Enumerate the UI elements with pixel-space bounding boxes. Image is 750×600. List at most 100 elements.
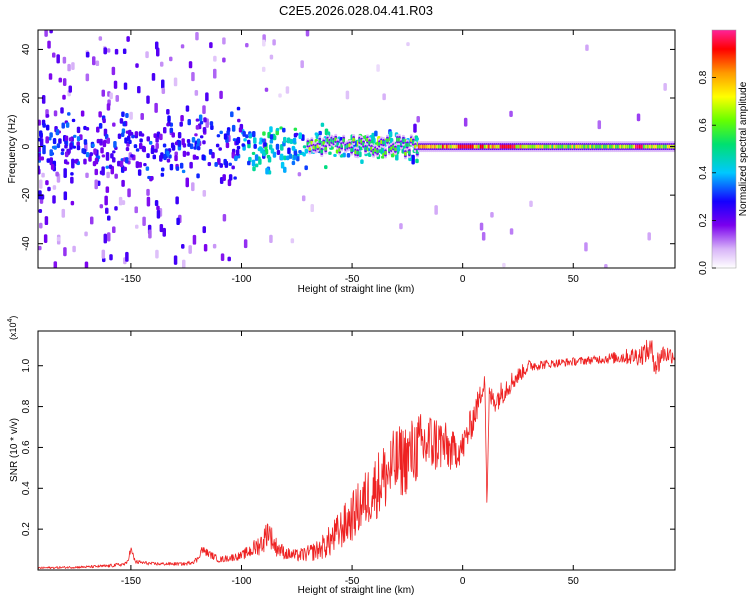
- spectrogram-cell: [94, 157, 99, 165]
- spectrogram-cell: [228, 162, 232, 166]
- spectrogram-cell: [94, 168, 99, 176]
- spectrogram-cell: [209, 121, 214, 126]
- spectrogram-cell: [143, 163, 147, 167]
- spectrogram-cell: [243, 239, 248, 249]
- spectrogram-cell: [105, 207, 109, 214]
- spectrogram-cell: [231, 165, 235, 170]
- spectrogram-cell: [275, 143, 280, 150]
- spectrogram-cell: [44, 216, 49, 226]
- spectrogram-cell: [222, 57, 226, 63]
- spectrogram-cell: [203, 244, 208, 252]
- spectrogram-cell: [61, 122, 65, 129]
- spectrogram-cell: [376, 64, 380, 72]
- spectrogram-cell: [135, 63, 139, 68]
- spectrogram-cell: [69, 142, 73, 148]
- spectrogram-y-tick-label: 0: [21, 143, 32, 149]
- spectrogram-cell: [219, 130, 223, 135]
- spectrogram-cell: [293, 150, 298, 157]
- spectrogram-cell: [49, 132, 53, 138]
- spectrogram-cell: [219, 90, 223, 99]
- spectrogram-cell: [72, 145, 77, 149]
- spectrogram-cell: [67, 112, 71, 116]
- spectrogram-cell: [364, 146, 367, 151]
- spectrogram-cell: [251, 151, 256, 155]
- spectrogram-cell: [61, 208, 66, 218]
- spectrogram-cell: [160, 167, 165, 172]
- spectrogram-cell: [384, 150, 387, 155]
- spectrogram-cell: [62, 78, 67, 87]
- spectrogram-cell: [85, 172, 89, 178]
- spectrogram-cell: [125, 251, 129, 262]
- spectrogram-cell: [138, 131, 143, 137]
- spectrogram-cell: [346, 152, 351, 158]
- spectrogram-cell: [156, 209, 161, 219]
- spectrogram-cell: [234, 155, 238, 162]
- spectrogram-cell: [368, 140, 371, 145]
- spectrogram-cell: [283, 166, 287, 173]
- spectrogram-cell: [105, 152, 110, 161]
- spectrogram-cell: [171, 144, 176, 151]
- spectrogram-cell: [133, 144, 138, 149]
- spectrogram-cell: [434, 205, 438, 215]
- snr-plot-frame: [37, 330, 676, 571]
- spectrogram-cell: [195, 118, 200, 122]
- spectrogram-cell: [68, 85, 73, 93]
- spectrogram-cell: [140, 112, 144, 120]
- spectrogram-cell: [252, 166, 256, 172]
- spectrogram-cell: [76, 145, 81, 151]
- spectrogram-cell: [258, 158, 262, 165]
- spectrogram-cell: [112, 122, 116, 127]
- spectrogram-cell: [72, 245, 76, 253]
- spectrogram-cell: [382, 93, 386, 101]
- spectrogram-cell: [85, 51, 90, 58]
- spectrogram-cell: [254, 154, 259, 161]
- spectrogram-cell: [39, 198, 44, 204]
- spectrogram-cell: [202, 226, 206, 234]
- chart-title: C2E5.2026.028.04.41.R03: [279, 3, 433, 18]
- spectrogram-cell: [286, 137, 291, 144]
- spectrogram-cell: [212, 243, 217, 249]
- spectrogram-cell: [174, 151, 178, 156]
- spectrogram-cell: [48, 73, 53, 80]
- spectrogram-cell: [282, 127, 286, 133]
- colorbar-tick-label: 0.4: [698, 165, 709, 179]
- spectrogram-cell: [181, 169, 186, 174]
- spectrogram-cell: [171, 132, 175, 138]
- spectrogram-cell: [269, 126, 273, 133]
- spectrogram-cell: [71, 118, 76, 123]
- spectrogram-cell: [135, 161, 140, 169]
- spectrogram-cell: [117, 133, 122, 139]
- spectrogram-cell: [148, 140, 153, 145]
- spectrogram-cell: [99, 204, 104, 209]
- spectrogram-cell: [103, 47, 108, 55]
- spectrogram-cell: [152, 154, 157, 160]
- spectrogram-cell: [88, 154, 92, 162]
- spectrogram-cell: [83, 139, 88, 145]
- spectrogram-cell: [163, 126, 167, 134]
- spectrogram-cell: [100, 147, 104, 154]
- spectrogram-cell: [106, 137, 111, 144]
- spectrogram-cell: [125, 147, 130, 152]
- spectrogram-cell: [38, 119, 41, 126]
- spectrogram-cell: [107, 232, 111, 242]
- spectrogram-cell: [161, 87, 166, 95]
- spectrogram-cell: [55, 129, 60, 136]
- spectrogram-cell: [191, 136, 196, 143]
- spectrogram-cell: [61, 148, 65, 152]
- spectrogram-cell: [83, 158, 87, 165]
- spectrogram-cell: [585, 44, 589, 51]
- spectrogram-cell: [251, 159, 256, 167]
- spectrogram-cell: [195, 155, 199, 160]
- spectrogram-cell: [411, 154, 415, 165]
- spectrogram-cells: [38, 30, 675, 268]
- spectrogram-cell: [289, 138, 294, 144]
- spectrogram-cell: [38, 156, 42, 161]
- spectrogram-cell: [280, 161, 285, 169]
- spectrogram-cell: [320, 122, 325, 127]
- spectrogram-cell: [248, 133, 253, 138]
- spectrogram-cell: [63, 168, 67, 178]
- snr-x-tick-label: -50: [345, 576, 360, 587]
- spectrogram-cell: [194, 133, 198, 137]
